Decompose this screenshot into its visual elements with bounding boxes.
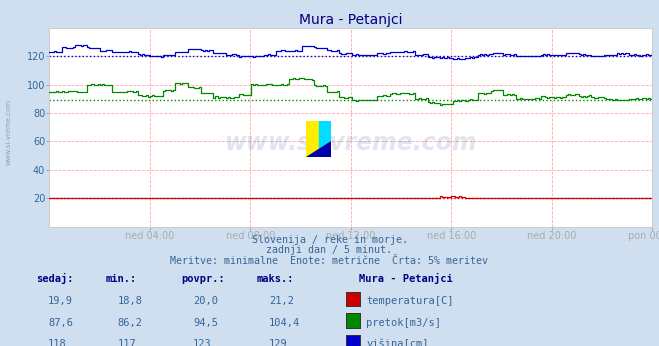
Text: 86,2: 86,2 <box>117 318 142 328</box>
Text: 123: 123 <box>193 339 212 346</box>
Text: 129: 129 <box>269 339 287 346</box>
Text: maks.:: maks.: <box>257 274 295 284</box>
Text: 19,9: 19,9 <box>48 296 73 306</box>
Text: www.si-vreme.com: www.si-vreme.com <box>225 131 477 155</box>
Bar <box>306 121 319 157</box>
Text: 20,0: 20,0 <box>193 296 218 306</box>
Text: 117: 117 <box>117 339 136 346</box>
Text: 18,8: 18,8 <box>117 296 142 306</box>
Text: Slovenija / reke in morje.: Slovenija / reke in morje. <box>252 235 407 245</box>
Text: 87,6: 87,6 <box>48 318 73 328</box>
Text: 21,2: 21,2 <box>269 296 294 306</box>
Text: Mura - Petanjci: Mura - Petanjci <box>359 273 453 284</box>
Text: sedaj:: sedaj: <box>36 273 74 284</box>
Text: 94,5: 94,5 <box>193 318 218 328</box>
Text: 104,4: 104,4 <box>269 318 300 328</box>
Text: višina[cm]: višina[cm] <box>366 339 429 346</box>
Text: www.si-vreme.com: www.si-vreme.com <box>5 98 12 165</box>
Text: Meritve: minimalne  Enote: metrične  Črta: 5% meritev: Meritve: minimalne Enote: metrične Črta:… <box>171 256 488 266</box>
Title: Mura - Petanjci: Mura - Petanjci <box>299 12 403 27</box>
Text: povpr.:: povpr.: <box>181 274 225 284</box>
Text: 118: 118 <box>48 339 67 346</box>
Polygon shape <box>306 141 331 157</box>
Text: temperatura[C]: temperatura[C] <box>366 296 454 306</box>
Bar <box>319 121 331 157</box>
Text: pretok[m3/s]: pretok[m3/s] <box>366 318 442 328</box>
Text: zadnji dan / 5 minut.: zadnji dan / 5 minut. <box>266 245 393 255</box>
Text: min.:: min.: <box>105 274 136 284</box>
